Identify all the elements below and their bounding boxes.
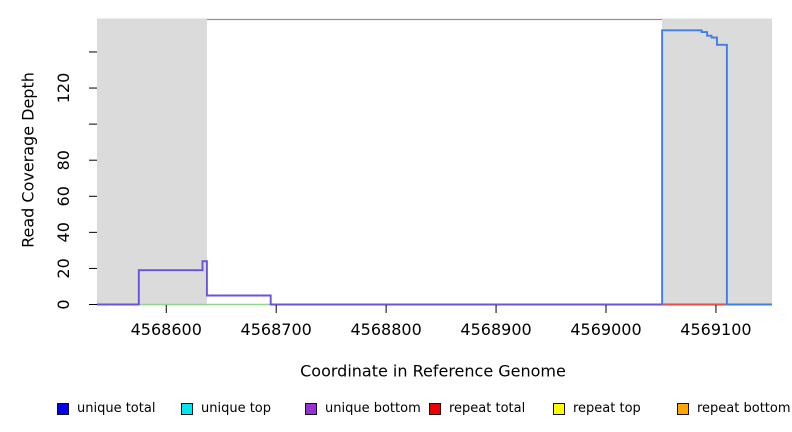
masked-region <box>662 18 772 306</box>
legend-label: repeat bottom <box>697 401 791 416</box>
masked-region <box>97 18 207 306</box>
series-unique-bottom <box>97 260 772 306</box>
legend-swatch-unique-top <box>181 402 193 415</box>
series-unique-top <box>661 29 772 306</box>
legend-item-unique-bottom: unique bottom <box>300 401 424 416</box>
legend-item-unique-total: unique total <box>52 401 176 416</box>
y-axis-title: Read Coverage Depth <box>18 72 38 248</box>
legend-swatch-repeat-bottom <box>677 402 689 415</box>
legend-label: unique bottom <box>325 401 421 416</box>
y-tick-label: 80 <box>54 150 73 170</box>
x-tick-label: 4568900 <box>460 320 531 339</box>
legend-label: repeat total <box>449 401 526 416</box>
x-tick-label: 4568800 <box>350 320 421 339</box>
y-tick-label: 0 <box>54 299 73 309</box>
legend: unique total unique top unique bottom repea… <box>52 401 792 416</box>
x-tick-label: 4569100 <box>680 320 751 339</box>
legend-swatch-repeat-total <box>429 402 441 415</box>
y-tick-label: 40 <box>54 222 73 242</box>
y-tick-label: 120 <box>54 73 73 104</box>
legend-label: unique top <box>201 401 272 416</box>
x-axis-title: Coordinate in Reference Genome <box>300 361 566 381</box>
legend-item-unique-top: unique top <box>176 401 300 416</box>
legend-swatch-repeat-top <box>553 402 565 415</box>
y-tick-label: 60 <box>54 186 73 206</box>
x-tick-label: 4569000 <box>570 320 641 339</box>
legend-swatch-unique-total <box>57 402 69 415</box>
legend-item-repeat-top: repeat top <box>548 401 672 416</box>
legend-label: repeat top <box>573 401 641 416</box>
legend-label: unique total <box>77 401 156 416</box>
x-tick-label: 4568700 <box>241 320 312 339</box>
legend-swatch-unique-bottom <box>305 402 317 415</box>
legend-item-repeat-total: repeat total <box>424 401 548 416</box>
y-tick-label: 20 <box>54 258 73 278</box>
x-tick-label: 4568600 <box>131 320 202 339</box>
legend-item-repeat-bottom: repeat bottom <box>672 401 792 416</box>
